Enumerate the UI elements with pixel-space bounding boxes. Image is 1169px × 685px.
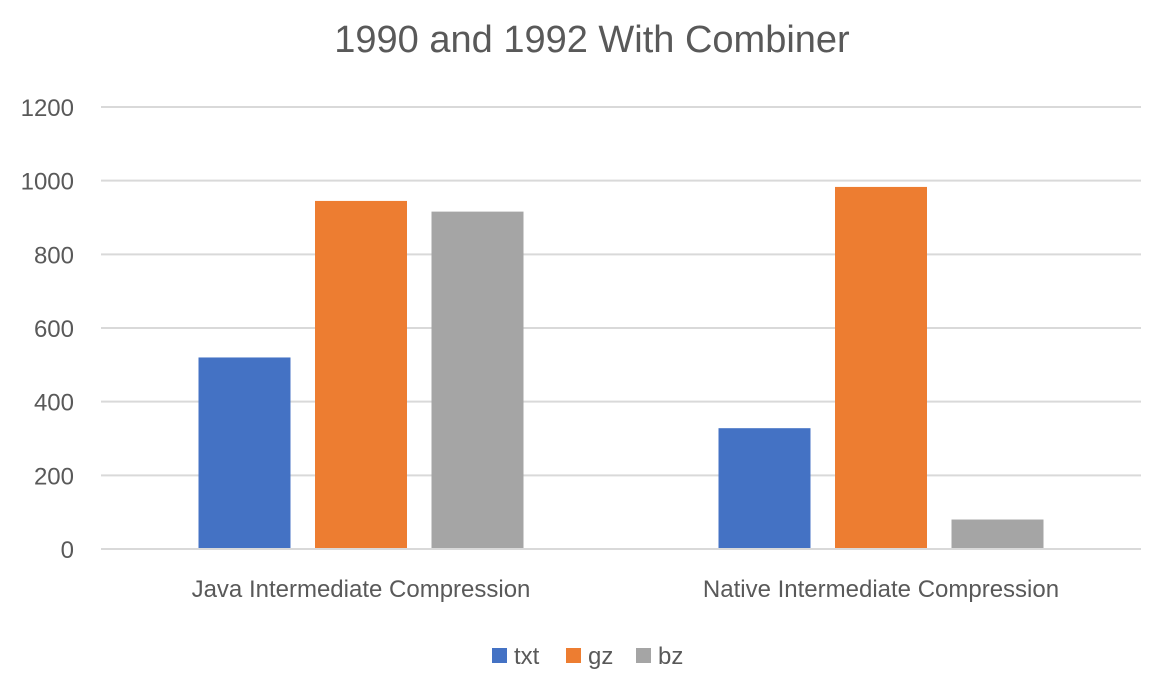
- legend-swatch-gz: [566, 648, 581, 663]
- legend: txt gz bz: [492, 643, 683, 670]
- y-tick-label: 800: [34, 242, 74, 269]
- bar-txt-2: [718, 428, 811, 549]
- legend-swatch-txt: [492, 648, 507, 663]
- y-tick-label: 1000: [21, 169, 74, 196]
- legend-label-bz: bz: [658, 643, 683, 670]
- bar-txt-1: [198, 357, 291, 549]
- legend-item-txt: txt: [492, 643, 540, 670]
- legend-label-txt: txt: [514, 643, 540, 670]
- bars: [198, 186, 1044, 550]
- legend-swatch-bz: [636, 648, 651, 663]
- legend-item-gz: gz: [566, 643, 613, 670]
- bar-gz-2: [835, 186, 927, 549]
- chart-title: 1990 and 1992 With Combiner: [334, 19, 850, 61]
- x-category-label: Java Intermediate Compression: [192, 576, 531, 603]
- axes: 0 200 400 600 800 1000 1200 Java Intermediate C…: [21, 95, 1141, 603]
- bar-bz-2: [951, 519, 1044, 549]
- y-tick-label: 200: [34, 463, 74, 490]
- bar-gz-1: [315, 200, 407, 550]
- bar-bz-1: [431, 211, 524, 549]
- legend-label-gz: gz: [588, 643, 613, 670]
- y-tick-label: 400: [34, 390, 74, 417]
- y-tick-label: 600: [34, 316, 74, 343]
- legend-item-bz: bz: [636, 643, 683, 670]
- x-category-label: Native Intermediate Compression: [703, 576, 1059, 603]
- y-tick-label: 1200: [21, 95, 74, 122]
- y-tick-label: 0: [61, 537, 74, 564]
